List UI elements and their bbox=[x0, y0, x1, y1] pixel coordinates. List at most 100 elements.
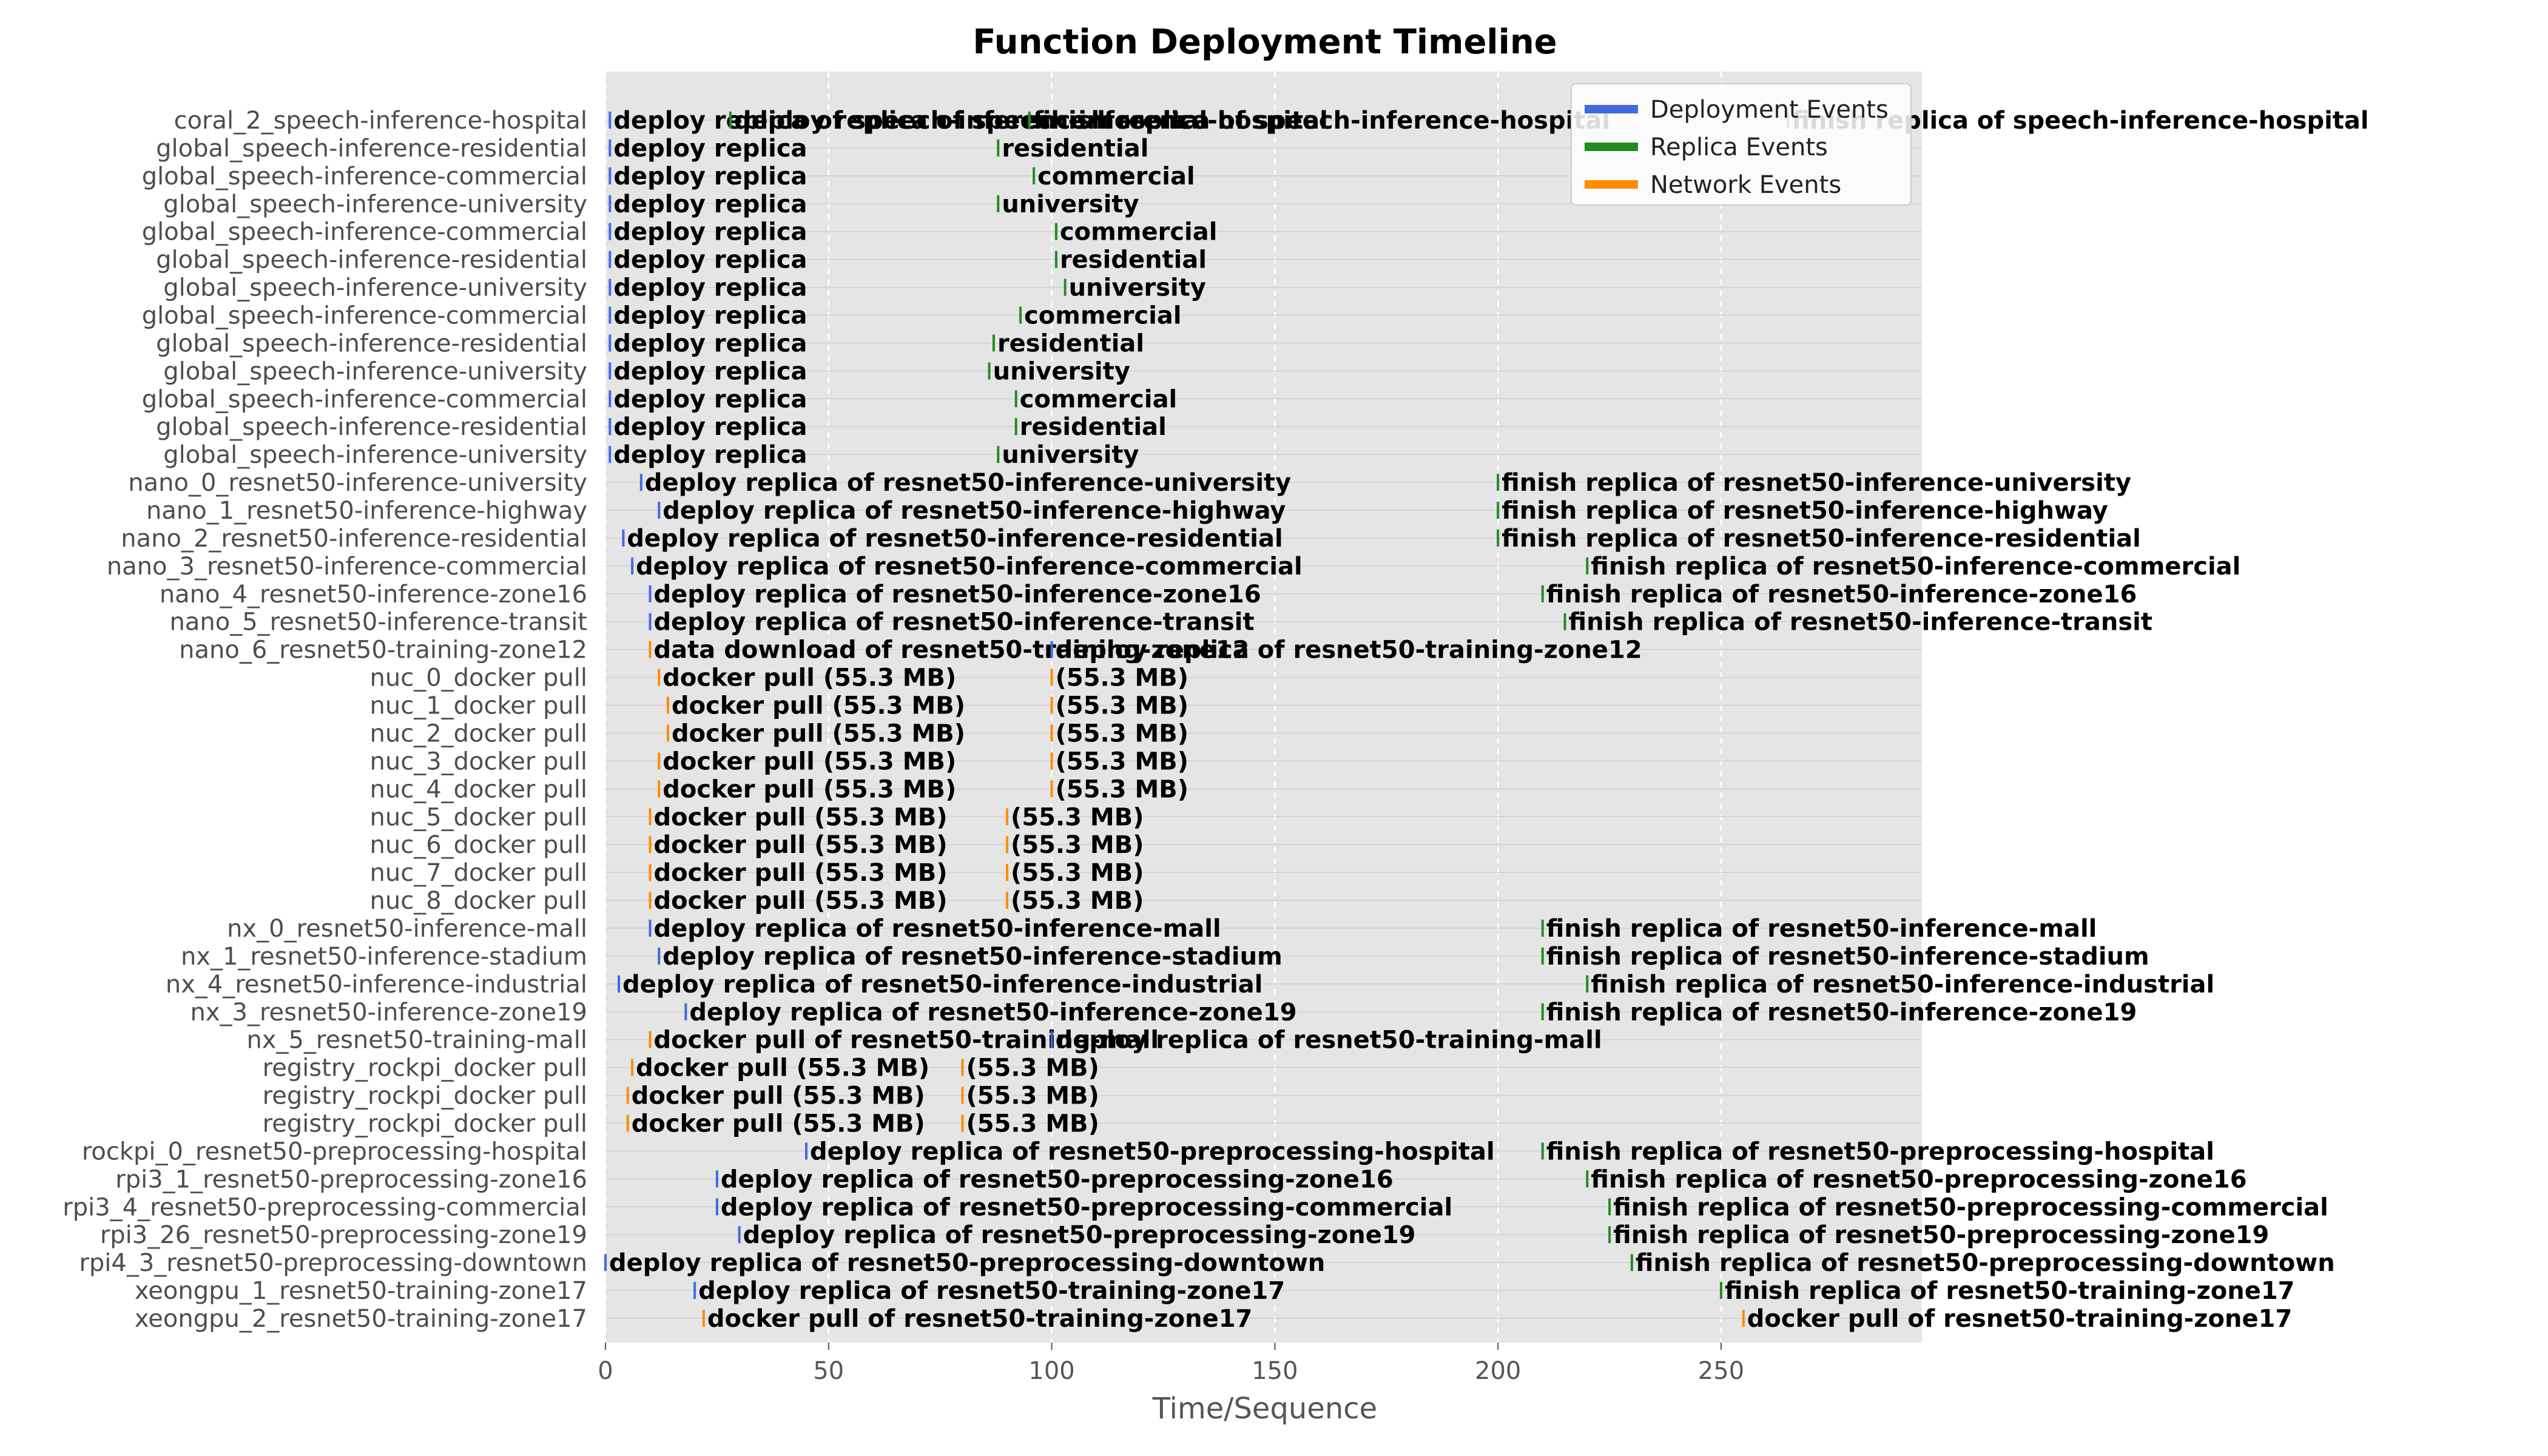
event-label: finish replica of resnet50-preprocessing… bbox=[1591, 1165, 2246, 1193]
row-label: nx_1_resnet50-inference-stadium bbox=[181, 943, 587, 971]
row-label: rpi3_1_resnet50-preprocessing-zone16 bbox=[115, 1165, 587, 1193]
event-label: finish replica of resnet50-inference-ind… bbox=[1591, 971, 2214, 999]
event-label: deploy replica bbox=[613, 246, 807, 274]
x-axis: 0 50 100 150 200 250 bbox=[598, 1343, 1744, 1385]
row-label: rockpi_0_resnet50-preprocessing-hospital bbox=[82, 1138, 587, 1165]
row-label: nano_4_resnet50-inference-zone16 bbox=[160, 581, 587, 608]
row-label: global_speech-inference-residential bbox=[156, 135, 587, 163]
event-label: deploy replica of resnet50-preprocessing… bbox=[810, 1138, 1495, 1165]
event-label: docker pull (55.3 MB) bbox=[672, 720, 965, 747]
event-label: deploy replica bbox=[613, 441, 807, 469]
event-label: deploy replica bbox=[613, 274, 807, 302]
timeline-row: nuc_4_docker pull docker pull (55.3 MB) (5… bbox=[370, 775, 1922, 803]
event-label: docker pull (55.3 MB) bbox=[654, 803, 948, 831]
x-tick-label: 0 bbox=[598, 1357, 613, 1385]
event-label: university bbox=[1002, 190, 1139, 218]
event-label: deploy replica of resnet50-inference-tra… bbox=[654, 608, 1255, 636]
event-label: deploy replica of resnet50-preprocessing… bbox=[609, 1249, 1325, 1277]
timeline-row: global_speech-inference-university deploy… bbox=[163, 357, 1922, 385]
event-label: deploy replica of resnet50-inference-ind… bbox=[622, 971, 1262, 999]
timeline-row: global_speech-inference-commercial deploy… bbox=[142, 218, 1922, 246]
row-label: nx_4_resnet50-inference-industrial bbox=[166, 971, 587, 999]
row-label: coral_2_speech-inference-hospital bbox=[174, 107, 587, 135]
timeline-row: global_speech-inference-university deploy… bbox=[163, 274, 1922, 302]
timeline-row: nx_5_resnet50-training-mall docker pull o… bbox=[246, 1026, 1922, 1054]
timeline-row: nano_0_resnet50-inference-university depl… bbox=[128, 469, 2131, 497]
legend-entry: Network Events bbox=[1650, 171, 1841, 199]
event-label: deploy replica bbox=[613, 385, 807, 413]
event-label: commercial bbox=[1037, 163, 1195, 190]
row-label: nano_2_resnet50-inference-residential bbox=[121, 525, 587, 553]
row-label: registry_rockpi_docker pull bbox=[263, 1054, 587, 1082]
event-label: commercial bbox=[1060, 218, 1218, 246]
event-label: (55.3 MB) bbox=[966, 1110, 1099, 1138]
row-label: xeongpu_2_resnet50-training-zone17 bbox=[135, 1305, 587, 1333]
event-label: deploy replica of resnet50-preprocessing… bbox=[743, 1221, 1416, 1249]
row-label: registry_rockpi_docker pull bbox=[263, 1110, 587, 1138]
event-label: deploy replica of speech-inference-hospi… bbox=[613, 107, 1207, 135]
row-label: nuc_4_docker pull bbox=[370, 775, 587, 803]
event-label: deploy replica of resnet50-inference-hig… bbox=[662, 497, 1286, 525]
row-label: global_speech-inference-university bbox=[163, 357, 587, 385]
event-label: deploy replica of resnet50-inference-res… bbox=[627, 525, 1282, 553]
event-label: deploy replica of resnet50-inference-zon… bbox=[654, 581, 1261, 608]
row-label: rpi4_3_resnet50-preprocessing-downtown bbox=[79, 1249, 587, 1277]
event-label: docker pull (55.3 MB) bbox=[654, 831, 948, 859]
row-label: registry_rockpi_docker pull bbox=[263, 1082, 587, 1110]
timeline-row: nano_5_resnet50-inference-transit deploy … bbox=[170, 608, 2153, 636]
x-tick-label: 150 bbox=[1252, 1357, 1298, 1385]
event-label: deploy replica of resnet50-preprocessing… bbox=[721, 1193, 1452, 1221]
event-label: data download of resnet50-training-zone1… bbox=[654, 636, 1250, 664]
timeline-row: global_speech-inference-university deploy… bbox=[163, 441, 1922, 469]
event-label: docker pull (55.3 MB) bbox=[672, 692, 965, 720]
event-label: university bbox=[993, 357, 1130, 385]
x-tick-label: 250 bbox=[1698, 1357, 1744, 1385]
x-tick-label: 200 bbox=[1475, 1357, 1521, 1385]
legend: Deployment Events Replica Events Network E… bbox=[1571, 83, 1912, 206]
event-label: finish replica of resnet50-inference-uni… bbox=[1502, 469, 2131, 497]
timeline-row: nano_3_resnet50-inference-commercial depl… bbox=[107, 553, 2241, 581]
event-label: deploy replica of resnet50-inference-zon… bbox=[689, 999, 1296, 1026]
event-label: finish replica of resnet50-preprocessing… bbox=[1636, 1249, 2335, 1277]
timeline-row: global_speech-inference-commercial deploy… bbox=[142, 385, 1922, 413]
timeline-row: registry_rockpi_docker pull docker pull (… bbox=[263, 1082, 1922, 1110]
timeline-row: rpi3_4_resnet50-preprocessing-commercial… bbox=[62, 1193, 2328, 1221]
event-label: finish replica of resnet50-preprocessing… bbox=[1613, 1221, 2269, 1249]
timeline-row: rpi4_3_resnet50-preprocessing-downtown de… bbox=[79, 1249, 2334, 1277]
event-label: deploy replica of resnet50-preprocessing… bbox=[721, 1165, 1394, 1193]
event-label: (55.3 MB) bbox=[1056, 720, 1188, 747]
event-label: docker pull of resnet50-training-zone17 bbox=[707, 1305, 1253, 1333]
event-label: (55.3 MB) bbox=[1011, 859, 1144, 887]
event-label: deploy replica of resnet50-training-zone… bbox=[698, 1277, 1285, 1305]
timeline-row: global_speech-inference-residential deplo… bbox=[156, 413, 1922, 441]
row-label: rpi3_26_resnet50-preprocessing-zone19 bbox=[100, 1221, 587, 1249]
row-label: global_speech-inference-university bbox=[163, 441, 587, 469]
event-label: (55.3 MB) bbox=[1056, 775, 1188, 803]
event-label: deploy replica of resnet50-inference-sta… bbox=[662, 943, 1282, 971]
row-label: nuc_0_docker pull bbox=[370, 664, 587, 692]
event-label: residential bbox=[1060, 246, 1207, 274]
timeline-row: registry_rockpi_docker pull docker pull (… bbox=[263, 1110, 1922, 1138]
event-label: (55.3 MB) bbox=[1011, 803, 1144, 831]
row-label: global_speech-inference-commercial bbox=[142, 163, 587, 190]
row-label: nuc_3_docker pull bbox=[370, 747, 587, 775]
row-label: rpi3_4_resnet50-preprocessing-commercial bbox=[62, 1193, 587, 1221]
event-label: (55.3 MB) bbox=[1056, 692, 1188, 720]
event-label: finish replica of resnet50-training-zone… bbox=[1725, 1277, 2295, 1305]
timeline-row: rockpi_0_resnet50-preprocessing-hospital… bbox=[82, 1138, 2214, 1165]
event-label: docker pull of resnet50-training-zone17 bbox=[1747, 1305, 2293, 1333]
event-label: residential bbox=[1020, 413, 1167, 441]
timeline-row: global_speech-inference-commercial deploy… bbox=[142, 302, 1922, 330]
event-label: deploy replica bbox=[613, 135, 807, 163]
timeline-row: rpi3_26_resnet50-preprocessing-zone19 dep… bbox=[100, 1221, 2270, 1249]
timeline-row: nano_1_resnet50-inference-highway deploy … bbox=[146, 497, 2108, 525]
timeline-row: nx_0_resnet50-inference-mall deploy repli… bbox=[227, 915, 2097, 943]
event-label: (55.3 MB) bbox=[1056, 747, 1188, 775]
event-label: finish replica of resnet50-inference-res… bbox=[1502, 525, 2141, 553]
row-label: global_speech-inference-commercial bbox=[142, 302, 587, 330]
event-label: finish replica of resnet50-inference-com… bbox=[1591, 553, 2240, 581]
event-label: deploy replica bbox=[613, 413, 807, 441]
row-label: nuc_1_docker pull bbox=[370, 692, 587, 720]
event-label: finish replica of resnet50-preprocessing… bbox=[1546, 1138, 2214, 1165]
